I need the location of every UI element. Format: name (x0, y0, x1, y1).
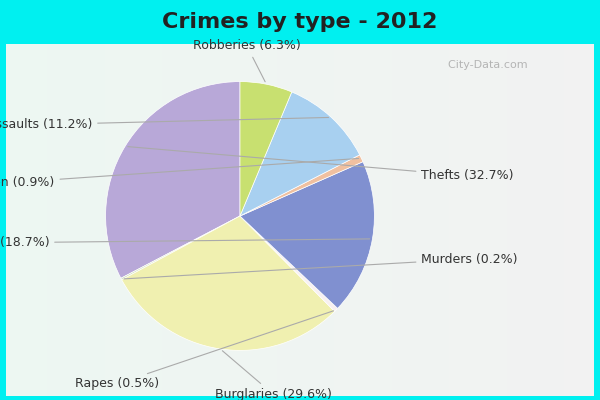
Text: Arson (0.9%): Arson (0.9%) (0, 158, 359, 189)
Wedge shape (121, 216, 240, 280)
Wedge shape (240, 162, 374, 308)
Text: Auto thefts (18.7%): Auto thefts (18.7%) (0, 236, 370, 249)
Text: Crimes by type - 2012: Crimes by type - 2012 (163, 12, 437, 32)
Text: Rapes (0.5%): Rapes (0.5%) (75, 311, 334, 390)
Wedge shape (106, 82, 240, 278)
Text: City-Data.com: City-Data.com (442, 60, 528, 70)
Text: Thefts (32.7%): Thefts (32.7%) (128, 147, 514, 182)
Text: Murders (0.2%): Murders (0.2%) (124, 252, 518, 279)
Text: Robberies (6.3%): Robberies (6.3%) (193, 39, 301, 82)
Text: Burglaries (29.6%): Burglaries (29.6%) (215, 351, 332, 400)
Wedge shape (240, 155, 363, 216)
Wedge shape (240, 92, 359, 216)
Wedge shape (240, 216, 338, 312)
Wedge shape (122, 216, 335, 350)
Text: Assaults (11.2%): Assaults (11.2%) (0, 118, 329, 131)
Wedge shape (240, 82, 292, 216)
